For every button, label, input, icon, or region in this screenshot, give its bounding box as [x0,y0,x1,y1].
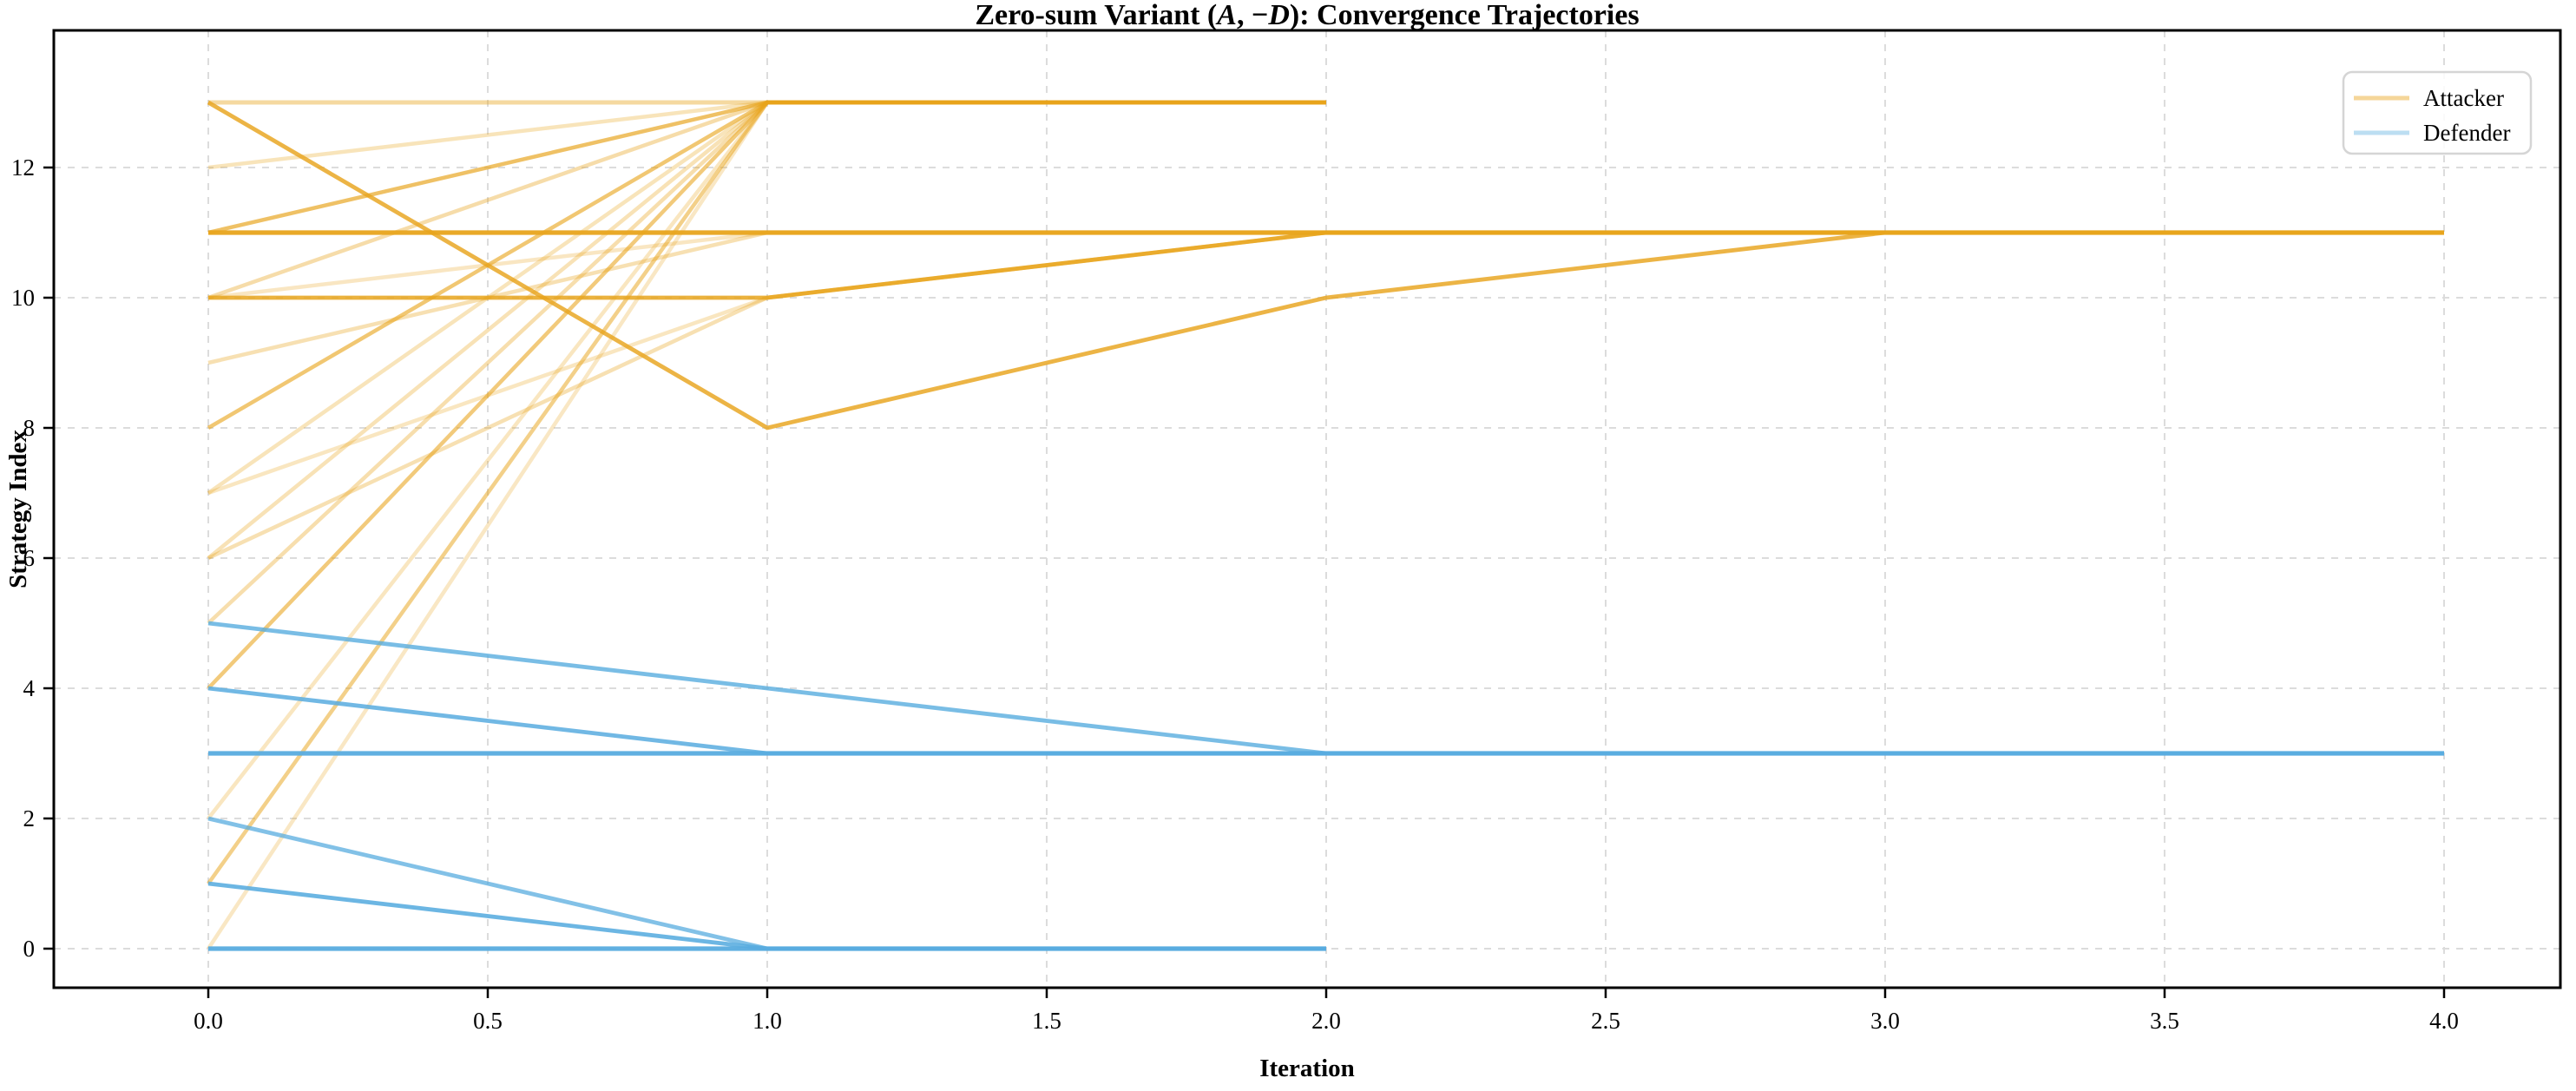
y-tick-label: 12 [11,154,35,181]
x-tick-label: 1.5 [1032,1008,1061,1034]
x-tick-label: 2.5 [1591,1008,1620,1034]
trajectory-lines [207,100,2444,951]
axis-ticks [43,166,2446,998]
plot-border [52,29,2562,989]
x-axis-label: Iteration [1259,1055,1355,1082]
axis-tick-labels: 0.0 0.5 1.0 1.5 2.0 2.5 3.0 3.5 4.0 0 2 4 6 8 10 12 [11,154,2459,1034]
y-tick-label: 8 [23,415,36,441]
y-tick-label: 0 [23,936,36,962]
x-tick-label: 0.0 [194,1008,223,1034]
x-tick-label: 4.0 [2429,1008,2459,1034]
y-axis-label: Strategy Index [4,430,32,588]
legend-box [2342,70,2533,155]
y-tick-label: 10 [11,285,35,311]
defender-legend-label: Defender [2423,120,2510,146]
legend: Attacker Defender [2342,70,2533,155]
chart-title: Zero-sum Variant (A, −D): Convergence Tr… [975,0,1639,31]
x-tick-label: 3.5 [2150,1008,2179,1034]
attacker-legend-label: Attacker [2423,85,2504,111]
grid-lines [54,30,2560,988]
attacker-trajectory [207,100,1326,235]
x-tick-label: 3.0 [1870,1008,1900,1034]
x-tick-label: 0.5 [473,1008,503,1034]
x-tick-label: 2.0 [1311,1008,1341,1034]
y-tick-label: 4 [23,675,36,701]
x-tick-label: 1.0 [752,1008,782,1034]
y-tick-label: 2 [23,805,36,831]
y-tick-label: 6 [23,545,36,571]
